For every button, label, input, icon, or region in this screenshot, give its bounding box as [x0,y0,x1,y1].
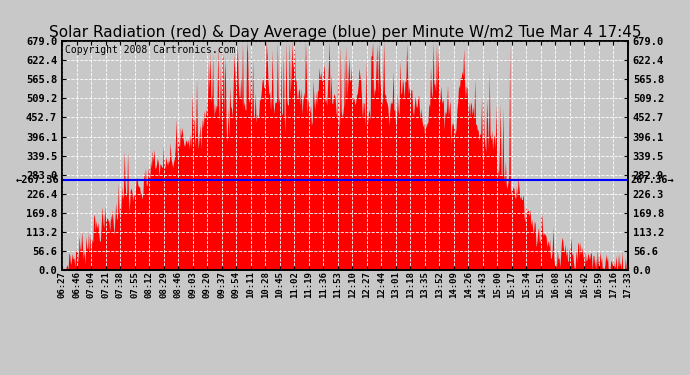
Text: Copyright 2008 Cartronics.com: Copyright 2008 Cartronics.com [65,45,235,55]
Text: ←267.36: ←267.36 [16,175,59,185]
Title: Solar Radiation (red) & Day Average (blue) per Minute W/m2 Tue Mar 4 17:45: Solar Radiation (red) & Day Average (blu… [49,25,641,40]
Text: 267.36→: 267.36→ [631,175,674,185]
